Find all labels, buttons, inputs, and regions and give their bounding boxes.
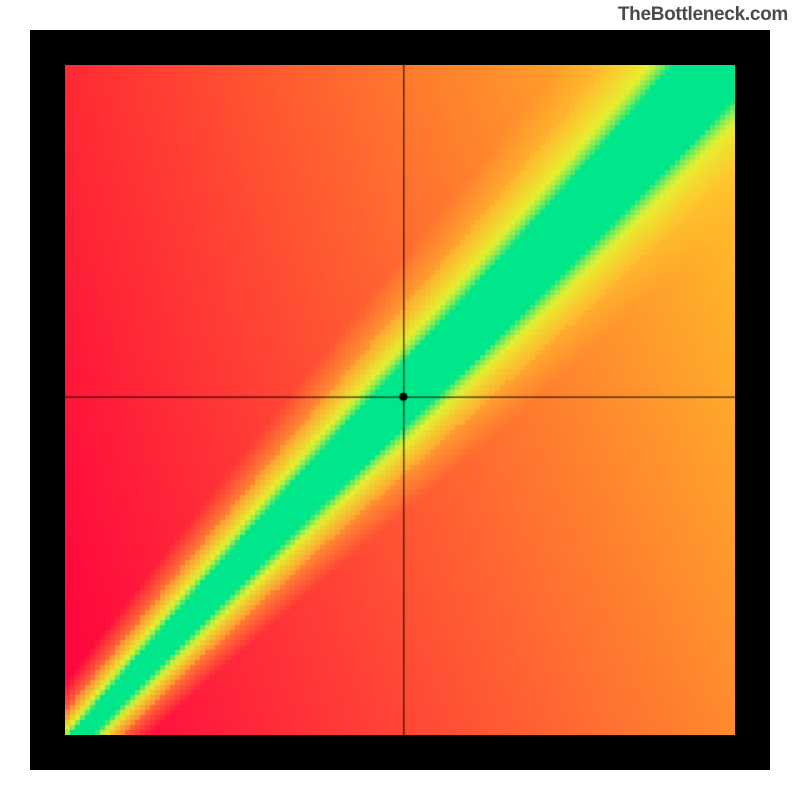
bottleneck-heatmap bbox=[65, 65, 735, 735]
chart-frame bbox=[30, 30, 770, 770]
attribution-text: TheBottleneck.com bbox=[618, 4, 788, 26]
heatmap-canvas bbox=[65, 65, 735, 735]
